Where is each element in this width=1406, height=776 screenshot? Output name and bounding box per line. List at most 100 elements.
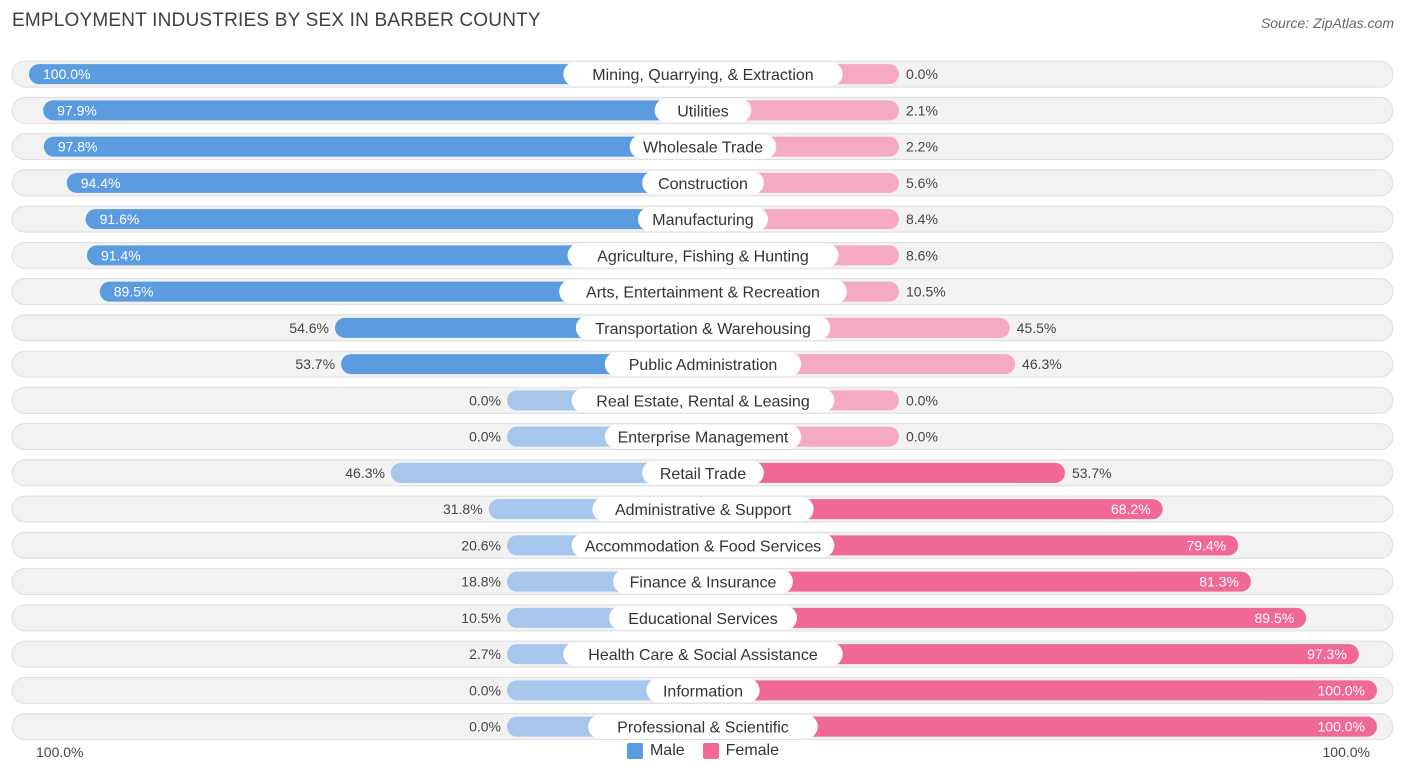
female-value-label: 0.0% <box>906 66 938 82</box>
category-label-bg <box>575 315 831 340</box>
category-label-bg <box>571 533 835 558</box>
female-value-label: 79.4% <box>1186 537 1226 553</box>
legend: Male Female <box>0 742 1406 760</box>
male-value-label: 91.4% <box>101 247 141 263</box>
category-label-bg <box>638 207 768 232</box>
category-label-bg <box>563 62 843 87</box>
female-bar <box>703 535 1239 556</box>
category-label: Administrative & Support <box>615 502 792 519</box>
male-value-label: 100.0% <box>43 66 90 82</box>
male-value-label: 2.7% <box>469 646 501 662</box>
category-label-bg <box>654 98 752 123</box>
category-label-bg <box>646 678 760 703</box>
male-value-label: 0.0% <box>469 392 501 408</box>
category-label: Accommodation & Food Services <box>585 538 822 555</box>
female-bar <box>703 100 899 121</box>
male-bar <box>43 136 703 157</box>
category-label-bg <box>592 497 814 522</box>
chart-title: EMPLOYMENT INDUSTRIES BY SEX IN BARBER C… <box>12 10 541 31</box>
female-value-label: 0.0% <box>906 429 938 445</box>
female-bar <box>703 499 1163 520</box>
category-label: Public Administration <box>629 357 778 374</box>
category-label: Wholesale Trade <box>643 140 763 157</box>
female-value-label: 0.0% <box>906 392 938 408</box>
male-value-label: 10.5% <box>461 610 501 626</box>
category-label: Mining, Quarrying, & Extraction <box>592 67 813 84</box>
category-label: Arts, Entertainment & Recreation <box>586 285 820 302</box>
female-value-label: 2.2% <box>906 139 938 155</box>
female-value-label: 8.6% <box>906 247 938 263</box>
male-bar <box>85 209 704 230</box>
category-label: Utilities <box>677 103 729 120</box>
male-value-label: 46.3% <box>345 465 385 481</box>
female-value-label: 5.6% <box>906 175 938 191</box>
male-bar <box>43 100 704 121</box>
female-value-label: 100.0% <box>1318 719 1365 735</box>
category-label-bg <box>604 424 802 449</box>
male-value-label: 94.4% <box>81 175 121 191</box>
female-value-label: 81.3% <box>1199 574 1239 590</box>
legend-male-label: Male <box>649 742 685 759</box>
male-bar <box>390 462 703 483</box>
category-label: Agriculture, Fishing & Hunting <box>597 248 809 265</box>
male-value-label: 97.9% <box>57 102 97 118</box>
female-value-label: 97.3% <box>1307 646 1347 662</box>
male-bar <box>29 64 703 85</box>
legend-item-female[interactable]: Female <box>702 742 780 760</box>
male-bar <box>99 281 703 302</box>
female-value-label: 68.2% <box>1111 501 1151 517</box>
category-label-bg <box>559 279 847 304</box>
female-value-label: 100.0% <box>1318 682 1365 698</box>
female-bar <box>703 716 1377 737</box>
male-value-label: 91.6% <box>100 211 140 227</box>
female-value-label: 89.5% <box>1255 610 1295 626</box>
female-value-label: 10.5% <box>906 284 946 300</box>
male-value-label: 0.0% <box>469 429 501 445</box>
category-label-bg <box>642 460 764 485</box>
category-label-bg <box>588 714 818 739</box>
male-value-label: 20.6% <box>461 537 501 553</box>
category-label: Manufacturing <box>652 212 753 229</box>
female-value-label: 45.5% <box>1017 320 1057 336</box>
category-label-bg <box>642 170 764 195</box>
male-swatch <box>626 743 643 759</box>
female-bar <box>703 644 1359 665</box>
female-bar <box>703 607 1307 628</box>
source-label: Source: ZipAtlas.com <box>1260 15 1394 31</box>
category-label-bg <box>567 243 839 268</box>
category-label-bg <box>571 388 835 413</box>
diverging-bar-chart: 100.0% 0.0% Mining, Quarrying, & Extractio… <box>11 60 1394 740</box>
axis-right-label: 100.0% <box>1322 744 1370 760</box>
category-label-bg <box>609 605 797 630</box>
male-value-label: 0.0% <box>469 719 501 735</box>
category-label: Health Care & Social Assistance <box>588 647 818 664</box>
female-bar <box>703 680 1377 701</box>
category-label: Retail Trade <box>660 466 746 483</box>
legend-female-label: Female <box>725 742 780 759</box>
female-value-label: 8.4% <box>906 211 938 227</box>
category-label: Professional & Scientific <box>617 720 789 737</box>
category-label: Real Estate, Rental & Leasing <box>596 393 809 410</box>
female-value-label: 53.7% <box>1072 465 1112 481</box>
male-value-label: 0.0% <box>469 682 501 698</box>
male-value-label: 89.5% <box>114 284 154 300</box>
category-label-bg <box>563 642 843 667</box>
category-label: Enterprise Management <box>618 430 789 447</box>
category-label: Construction <box>658 176 748 193</box>
male-bar <box>66 172 703 193</box>
category-label: Educational Services <box>628 611 777 628</box>
male-value-label: 18.8% <box>461 574 501 590</box>
female-value-label: 46.3% <box>1022 356 1062 372</box>
female-bar <box>703 462 1065 483</box>
male-value-label: 54.6% <box>289 320 329 336</box>
category-label-bg <box>613 569 793 594</box>
female-value-label: 2.1% <box>906 102 938 118</box>
category-label-bg <box>629 134 777 159</box>
category-label: Finance & Insurance <box>630 575 777 592</box>
category-label: Information <box>663 683 743 700</box>
legend-item-male[interactable]: Male <box>626 742 685 760</box>
category-label: Transportation & Warehousing <box>595 321 811 338</box>
female-swatch <box>702 743 719 759</box>
male-bar <box>86 245 704 266</box>
axis-left-label: 100.0% <box>36 744 84 760</box>
